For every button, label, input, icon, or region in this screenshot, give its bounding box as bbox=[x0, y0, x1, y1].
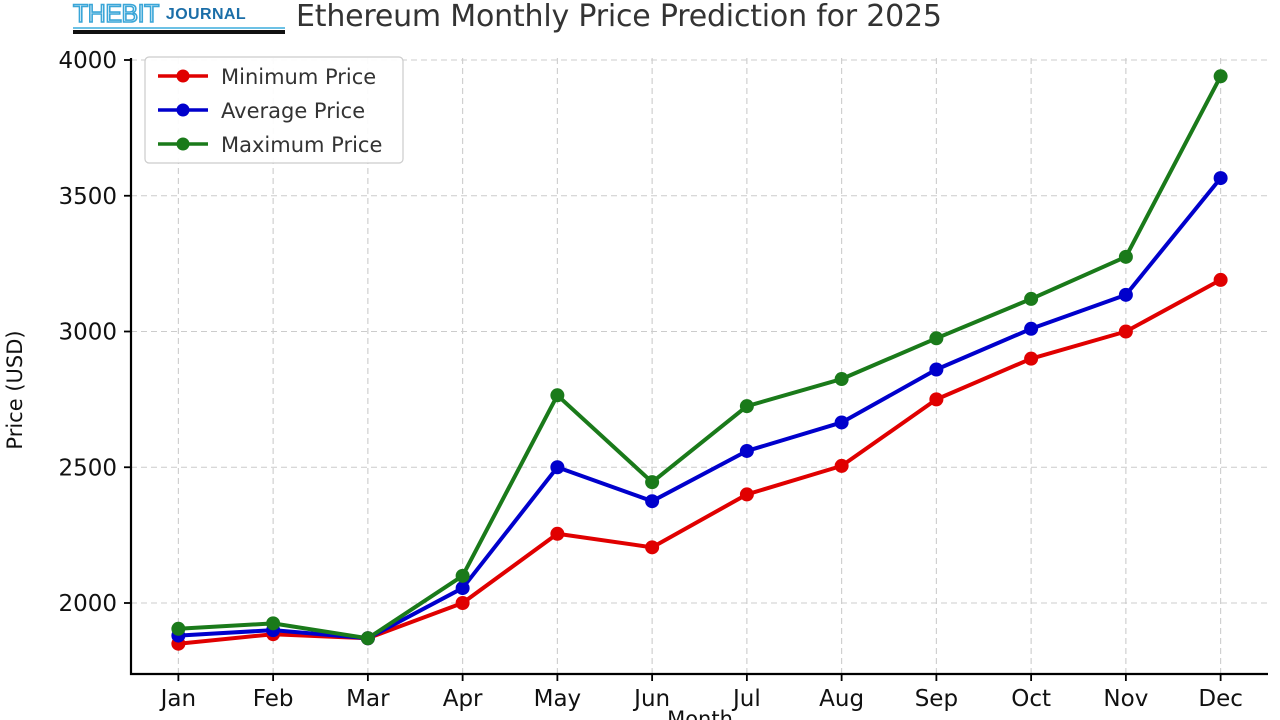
data-point-marker bbox=[1024, 321, 1039, 336]
series-line-maximum-price bbox=[176, 74, 1223, 641]
y-tick-label: 4000 bbox=[58, 48, 117, 74]
x-tick-label: Feb bbox=[253, 686, 294, 712]
x-axis-title: Month bbox=[667, 707, 733, 720]
data-point-marker bbox=[1213, 69, 1228, 84]
x-tick-label: Aug bbox=[819, 686, 864, 712]
x-axis-tick-labels: Jan Feb Mar Apr May Jun Jul Aug Sep Oct Nov Dec bbox=[159, 686, 1243, 712]
data-point-marker bbox=[1118, 249, 1133, 264]
x-tick-label: Mar bbox=[346, 686, 390, 712]
data-point-marker bbox=[645, 540, 660, 555]
data-point-marker bbox=[929, 331, 944, 346]
logo-thebit-text: THEBIT bbox=[72, 0, 160, 28]
data-point-marker bbox=[360, 631, 375, 646]
data-point-marker bbox=[834, 415, 849, 430]
x-tick-label: Nov bbox=[1103, 686, 1148, 712]
data-point-marker bbox=[1118, 287, 1133, 302]
data-point-marker bbox=[1024, 351, 1039, 366]
data-point-marker bbox=[1024, 291, 1039, 306]
data-point-marker bbox=[739, 487, 754, 502]
series-line-average-price bbox=[176, 176, 1223, 641]
logo-wordmark: THEBIT JOURNAL bbox=[72, 0, 285, 28]
logo-underline-thick bbox=[73, 30, 285, 34]
axis-spine-path bbox=[129, 58, 1268, 676]
x-tick-label: Jan bbox=[159, 686, 196, 712]
legend-item-label[interactable]: Average Price bbox=[221, 99, 365, 123]
data-point-marker bbox=[455, 581, 470, 596]
data-point-marker bbox=[1213, 272, 1228, 287]
x-tick-label: Oct bbox=[1011, 686, 1051, 712]
data-point-marker bbox=[550, 526, 565, 541]
data-point-marker bbox=[455, 596, 470, 610]
x-tick-label: Jun bbox=[632, 686, 670, 712]
legend-swatch-marker bbox=[176, 137, 190, 151]
data-point-marker bbox=[266, 616, 281, 631]
tick-marks-group bbox=[124, 59, 1222, 681]
data-point-marker bbox=[929, 362, 944, 377]
y-tick-label: 2500 bbox=[58, 455, 117, 481]
data-point-marker bbox=[645, 494, 660, 509]
page-title: Ethereum Monthly Price Prediction for 20… bbox=[296, 0, 942, 34]
logo-journal-text: JOURNAL bbox=[165, 6, 247, 25]
legend-swatch-marker bbox=[176, 69, 190, 83]
logo-underline-thin bbox=[73, 27, 285, 29]
data-point-marker bbox=[455, 568, 470, 583]
y-axis-tick-labels: 2000 2500 3000 3500 4000 bbox=[58, 48, 117, 617]
series-line-minimum-price bbox=[176, 277, 1223, 646]
data-point-marker bbox=[834, 372, 849, 387]
y-tick-label: 3000 bbox=[58, 320, 117, 346]
x-tick-label: Dec bbox=[1198, 686, 1243, 712]
data-point-marker bbox=[1213, 171, 1228, 186]
legend-swatch-marker bbox=[176, 103, 190, 117]
x-tick-label: Sep bbox=[915, 686, 958, 712]
data-point-marker bbox=[645, 475, 660, 490]
y-tick-label: 3500 bbox=[58, 184, 117, 210]
data-point-marker bbox=[550, 388, 565, 403]
x-tick-label: May bbox=[534, 686, 582, 712]
chart-legend[interactable]: Minimum Price Average Price Maximum Price bbox=[144, 56, 404, 164]
legend-box bbox=[144, 56, 404, 164]
axis-spines bbox=[129, 58, 1268, 676]
data-point-marker bbox=[739, 443, 754, 458]
thebit-journal-logo[interactable]: THEBIT JOURNAL bbox=[72, 0, 285, 34]
x-tick-label: Jul bbox=[731, 686, 761, 712]
y-axis-title: Price (USD) bbox=[3, 330, 27, 449]
data-point-marker bbox=[171, 621, 186, 636]
y-tick-label: 2000 bbox=[58, 591, 117, 617]
series-layer bbox=[171, 69, 1228, 651]
legend-item-label[interactable]: Minimum Price bbox=[221, 65, 376, 89]
data-point-marker bbox=[834, 458, 849, 473]
legend-item-label[interactable]: Maximum Price bbox=[221, 133, 382, 157]
data-point-marker bbox=[929, 392, 944, 407]
data-point-marker bbox=[739, 399, 754, 414]
data-point-marker bbox=[550, 460, 565, 475]
chart-header: THEBIT JOURNAL Ethereum Monthly Price Pr… bbox=[0, 0, 1280, 42]
x-tick-label: Apr bbox=[443, 686, 483, 712]
data-point-marker bbox=[1118, 324, 1133, 339]
